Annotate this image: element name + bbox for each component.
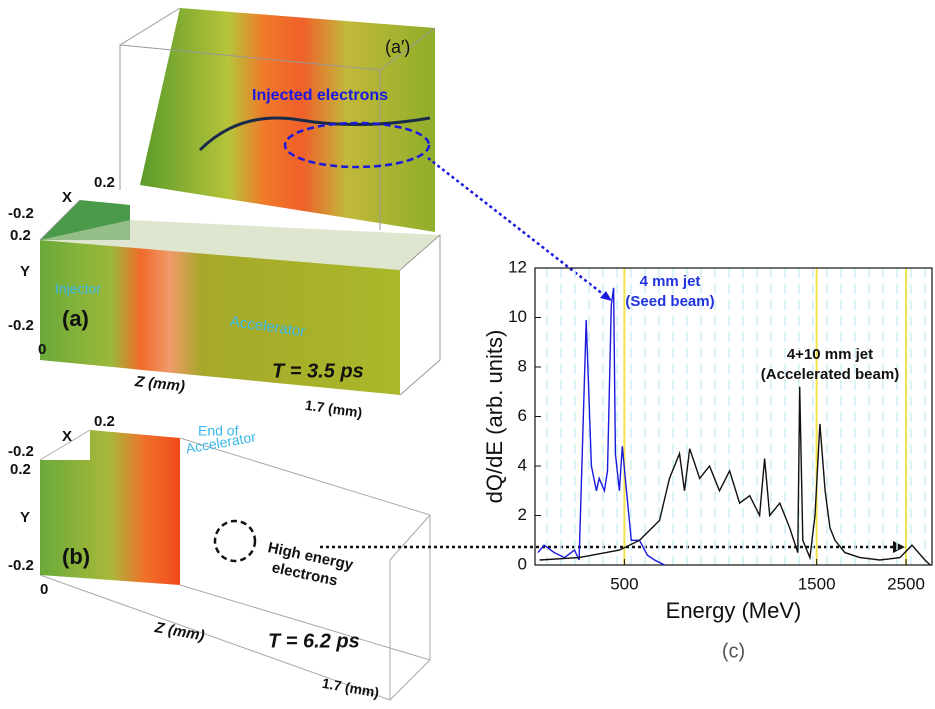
axis-label: 0.2 [10,227,31,244]
circle-highlight [213,519,257,563]
top-face [40,220,440,270]
axis-label: 1.7 (mm) [321,675,380,701]
arrow-head [893,541,905,553]
panel-a-prime: (a′) Injected electrons [119,7,436,232]
axis-label: 0.2 [94,174,115,191]
data-line [537,287,665,566]
annotation: (Seed beam) [625,293,714,310]
panel-a: X 0.2 -0.2 0.2 Y -0.2 0 (a) Injector Acc… [8,174,441,421]
y-tick-label: 6 [518,406,527,425]
y-tick-label: 10 [508,307,527,326]
annotation: (Accelerated beam) [761,366,899,383]
field-structure [198,116,431,152]
axis-label: Y [20,509,30,526]
y-tick-label: 8 [518,356,527,375]
axis-label: Z (mm) [153,619,206,645]
y-tick-label: 0 [518,554,527,573]
axis-label: 1.7 (mm) [304,397,363,421]
annotation: End of [198,423,239,439]
front-face [40,430,180,585]
axis-label: -0.2 [8,443,34,460]
region-label: Injector [55,281,101,297]
axis-label: 0 [40,581,48,598]
x-axis-title: Energy (MeV) [666,598,802,623]
ellipse-highlight [283,121,431,169]
y-tick-label: 2 [518,505,527,524]
box-frame [119,7,436,230]
field-plane [140,8,435,232]
panel-label: (a′) [385,37,410,57]
axis-label: X [62,428,72,445]
y-tick-label: 12 [508,257,527,276]
chart: 500 1500 2500 0 2 4 6 8 10 12 4 mm jet (Seed beam) 4… [482,257,933,662]
annotation: 4+10 mm jet [787,346,873,363]
annotation: Injected electrons [252,87,388,104]
box-frame [39,199,441,396]
y-tick-label: 4 [518,455,527,474]
time-label: T = 3.5 ps [272,360,364,382]
axis-label: -0.2 [8,205,34,222]
box-frame [39,429,431,701]
front-face [40,240,400,395]
time-label: T = 6.2 ps [268,630,360,652]
x-tick-label: 500 [610,574,638,593]
x-tick-label: 2500 [887,574,925,593]
x-tick-label: 1500 [798,574,836,593]
y-axis-title: dQ/dE (arb. units) [482,330,507,504]
axis-label: -0.2 [8,557,34,574]
panel-label: (b) [62,544,90,569]
plot-frame [534,267,933,566]
arrow-head [600,291,612,301]
axis-label: 0.2 [10,461,31,478]
data-line [539,386,931,566]
axis-label: Y [20,263,30,280]
axis-label: X [62,189,72,206]
annotation: 4 mm jet [640,273,701,290]
panel-label: (a) [62,306,89,331]
axis-label: 0.2 [94,413,115,430]
connector-arrow [427,157,609,299]
panel-b: X 0.2 -0.2 0.2 Y -0.2 0 (b) End of Accel… [8,413,431,701]
axis-label: Z (mm) [133,373,185,395]
axis-label: -0.2 [8,317,34,334]
panel-label: (c) [722,640,745,662]
axis-label: 0 [38,341,46,358]
